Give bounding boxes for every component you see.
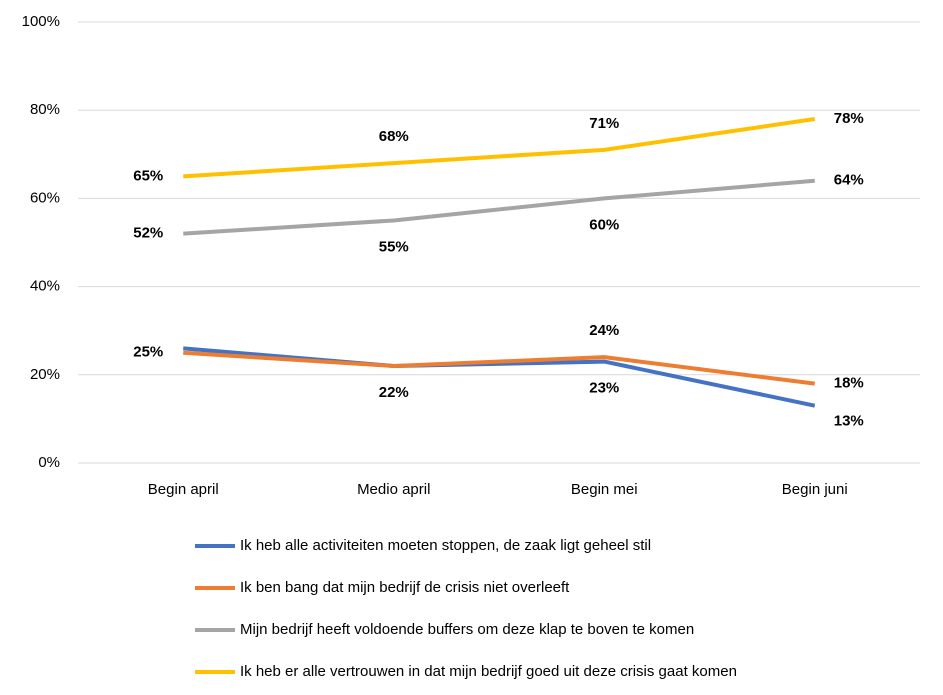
x-tick-label: Begin mei bbox=[571, 481, 638, 498]
data-label: 78% bbox=[834, 110, 864, 127]
data-label: 24% bbox=[589, 322, 619, 339]
data-label: 25% bbox=[133, 344, 163, 361]
data-label: 65% bbox=[133, 167, 163, 184]
series-line bbox=[183, 346, 816, 408]
series-line bbox=[183, 178, 815, 236]
data-label: 64% bbox=[834, 172, 864, 189]
data-label: 68% bbox=[379, 128, 409, 145]
data-label: 18% bbox=[834, 375, 864, 392]
data-label: 71% bbox=[589, 115, 619, 132]
series-line bbox=[183, 350, 815, 386]
legend-label: Ik heb alle activiteiten moeten stoppen,… bbox=[240, 537, 651, 554]
x-tick-label: Begin april bbox=[148, 481, 219, 498]
legend-label: Ik ben bang dat mijn bedrijf de crisis n… bbox=[240, 579, 570, 596]
data-label: 13% bbox=[834, 413, 864, 430]
y-tick-label: 20% bbox=[30, 366, 60, 383]
data-label: 23% bbox=[589, 380, 619, 397]
y-tick-label: 40% bbox=[30, 278, 60, 295]
x-tick-label: Begin juni bbox=[782, 481, 848, 498]
series-line bbox=[183, 117, 816, 179]
data-label: 52% bbox=[133, 225, 163, 242]
legend-label: Ik heb er alle vertrouwen in dat mijn be… bbox=[240, 663, 737, 680]
x-tick-label: Medio april bbox=[357, 481, 430, 498]
y-tick-label: 100% bbox=[22, 13, 60, 30]
legend-label: Mijn bedrijf heeft voldoende buffers om … bbox=[240, 621, 694, 638]
y-tick-label: 0% bbox=[38, 454, 60, 471]
data-label: 60% bbox=[589, 216, 619, 233]
y-tick-label: 60% bbox=[30, 189, 60, 206]
data-label: 55% bbox=[379, 238, 409, 255]
data-label: 22% bbox=[379, 384, 409, 401]
y-tick-label: 80% bbox=[30, 101, 60, 118]
